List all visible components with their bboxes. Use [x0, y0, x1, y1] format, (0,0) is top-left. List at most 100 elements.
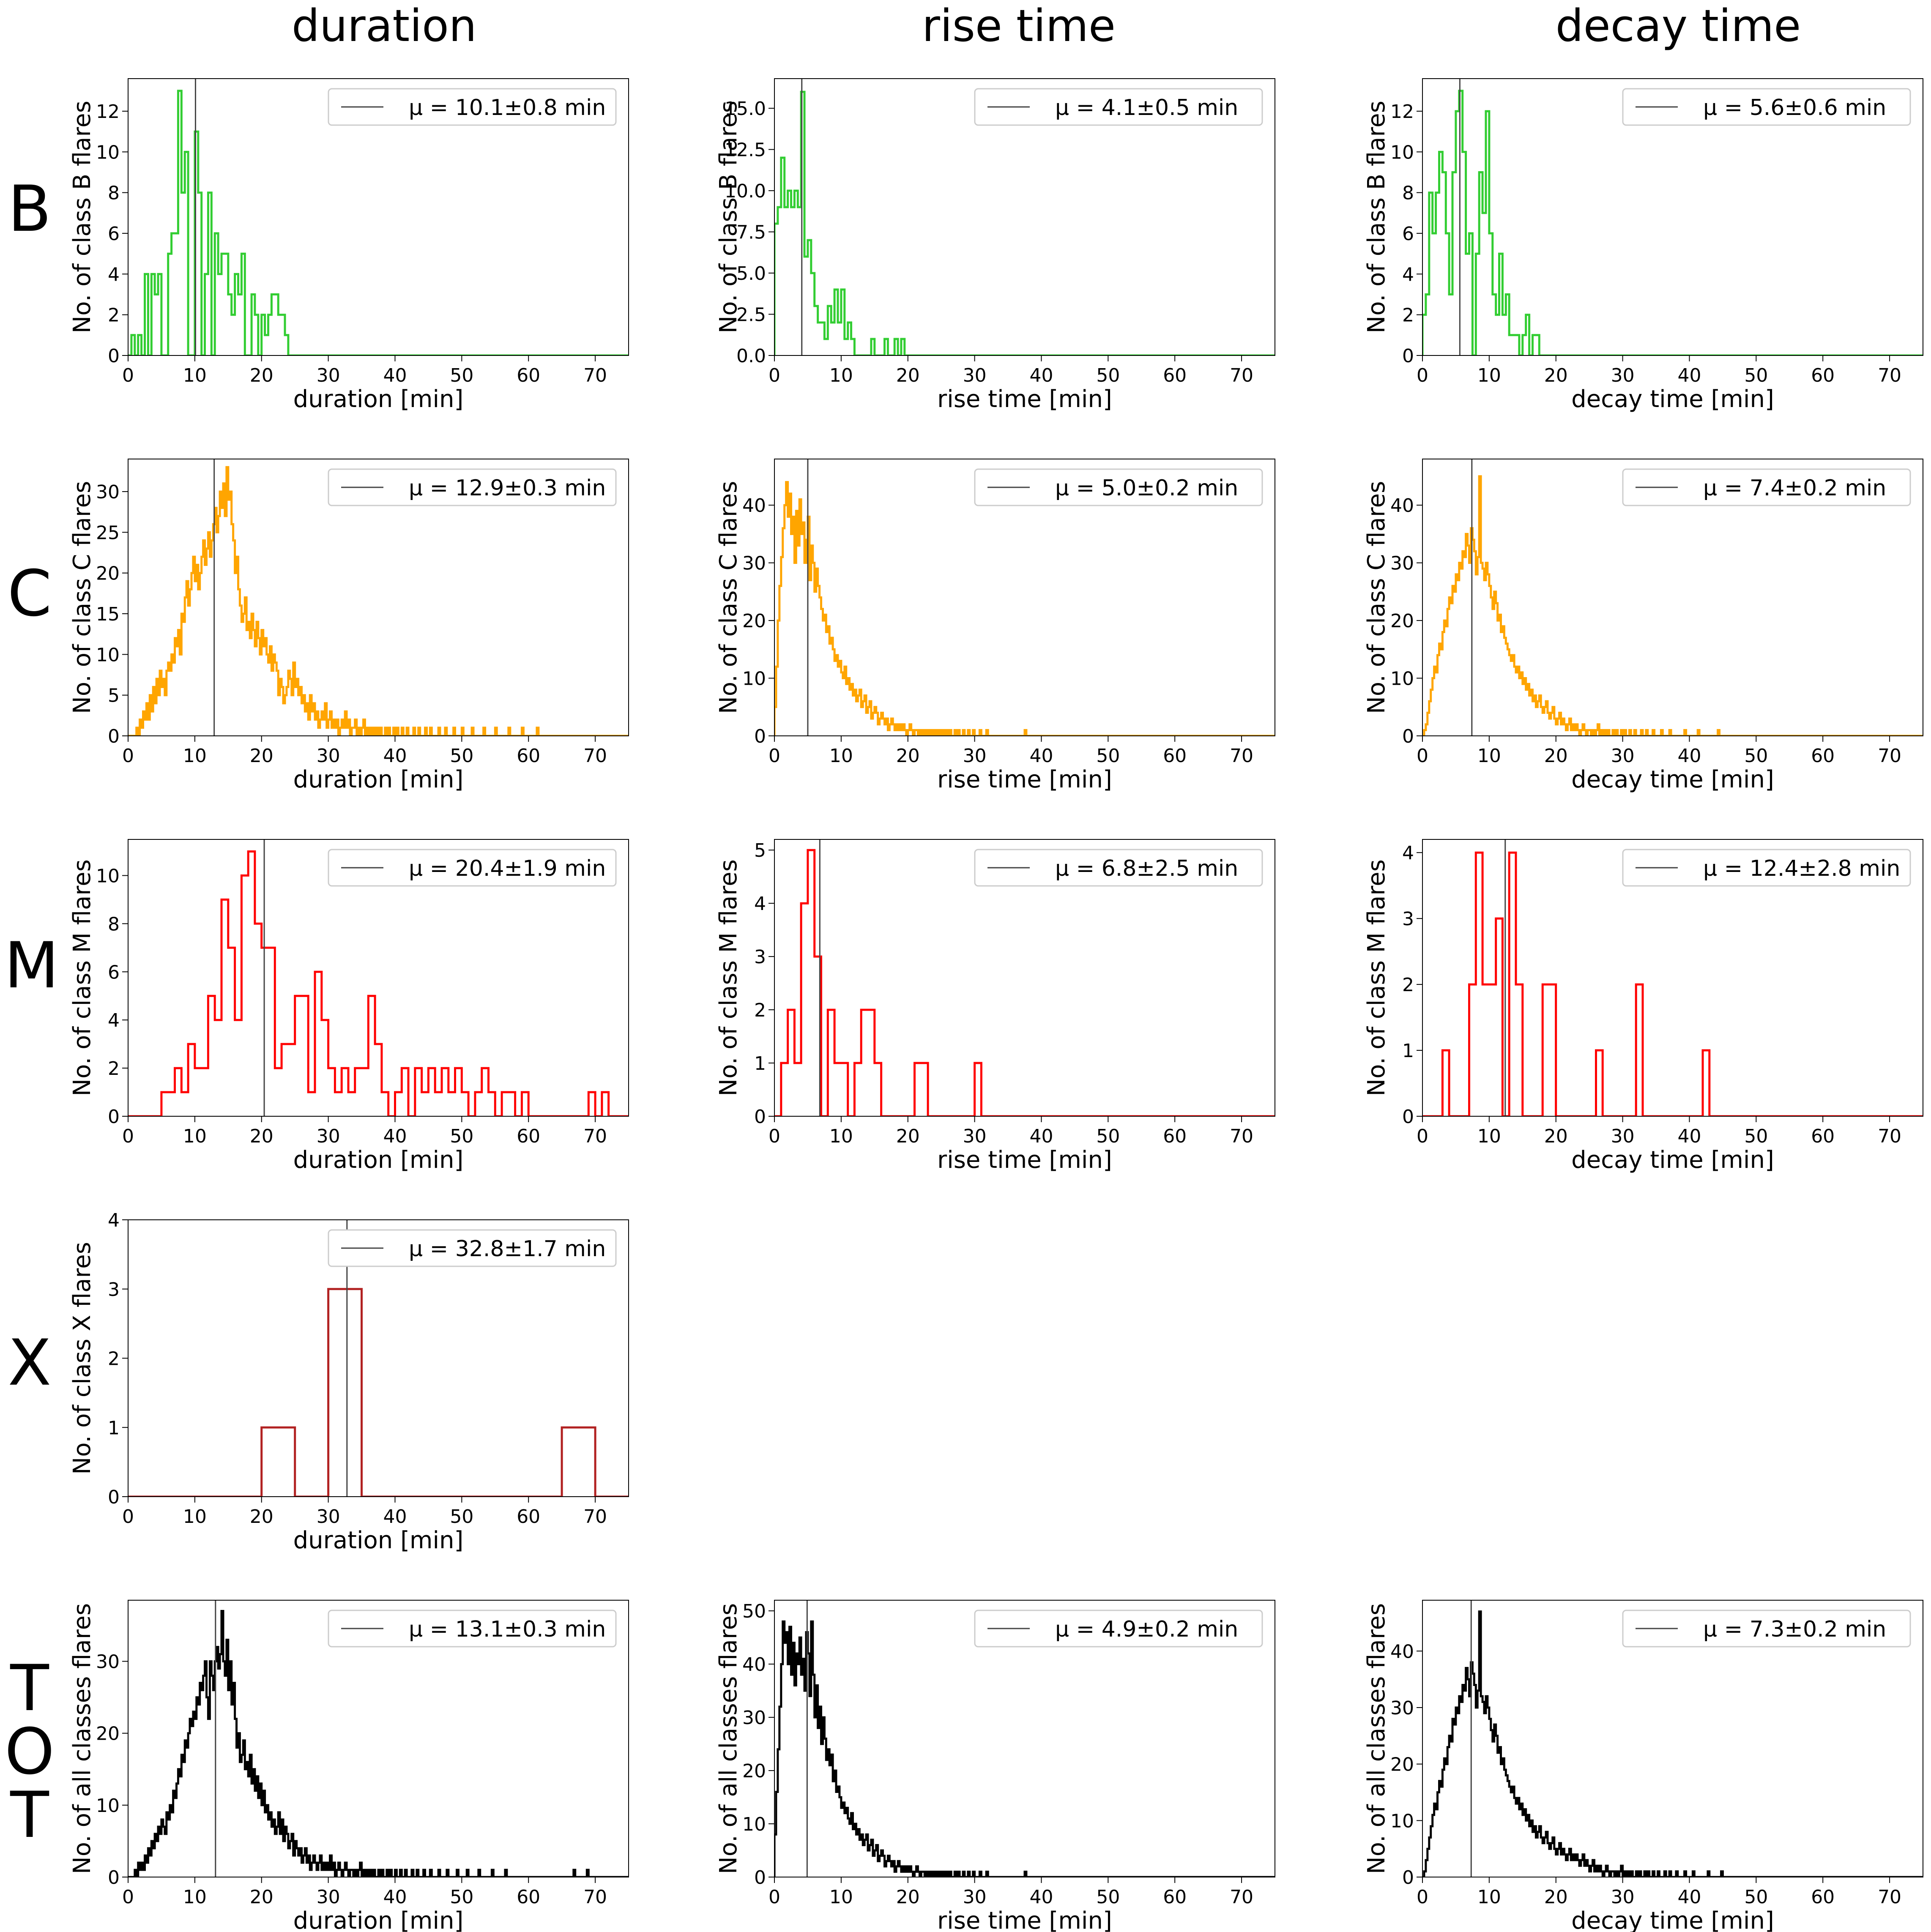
x-axis-label-b-rise-time: rise time [min]	[937, 385, 1112, 413]
x-tick-label-tot-rise-time: 30	[963, 1886, 987, 1908]
y-tick-label-c-duration: 10	[96, 644, 120, 666]
legend-label-c-decay-time: μ = 7.4±0.2 min	[1703, 475, 1886, 501]
x-tick-label-x-duration: 40	[383, 1506, 407, 1528]
x-tick-label-c-duration: 60	[517, 745, 540, 767]
x-axis-label-c-duration: duration [min]	[293, 766, 464, 793]
legend-label-b-rise-time: μ = 4.1±0.5 min	[1055, 95, 1238, 120]
x-tick-label-b-decay-time: 40	[1677, 365, 1701, 386]
x-tick-label-tot-duration: 30	[317, 1886, 340, 1908]
y-tick-label-c-decay-time: 10	[1390, 668, 1414, 690]
y-tick-label-b-duration: 10	[96, 142, 120, 163]
x-tick-label-m-decay-time: 70	[1878, 1126, 1901, 1147]
x-tick-label-b-duration: 50	[450, 365, 473, 386]
x-axis-label-m-decay-time: decay time [min]	[1571, 1146, 1774, 1174]
legend-label-m-duration: μ = 20.4±1.9 min	[409, 856, 606, 881]
y-tick-label-m-rise-time: 2	[754, 1000, 766, 1021]
histogram-series-b-duration	[128, 90, 629, 355]
x-tick-label-c-rise-time: 30	[963, 745, 987, 767]
y-tick-label-x-duration: 1	[108, 1417, 120, 1439]
x-tick-label-x-duration: 0	[122, 1506, 134, 1528]
x-tick-label-b-duration: 0	[122, 365, 134, 386]
histogram-series-c-decay-time	[1422, 475, 1923, 736]
y-tick-label-c-rise-time: 40	[742, 495, 766, 516]
x-tick-label-c-rise-time: 40	[1029, 745, 1053, 767]
x-tick-label-c-decay-time: 40	[1677, 745, 1701, 767]
x-tick-label-b-rise-time: 50	[1096, 365, 1120, 386]
legend-box-m-duration	[328, 849, 617, 887]
legend-box-b-decay-time	[1622, 88, 1911, 126]
y-tick-label-x-duration: 3	[108, 1279, 120, 1301]
x-axis-label-x-duration: duration [min]	[293, 1527, 464, 1554]
y-tick-label-b-rise-time: 7.5	[736, 222, 766, 243]
y-tick-label-m-decay-time: 3	[1402, 908, 1414, 930]
y-axis-label-c-decay-time: No. of class C flares	[1363, 481, 1390, 714]
legend-label-b-decay-time: μ = 5.6±0.6 min	[1703, 95, 1886, 120]
legend-box-c-decay-time	[1622, 468, 1911, 506]
y-tick-label-b-decay-time: 10	[1390, 142, 1414, 163]
x-tick-label-b-rise-time: 30	[963, 365, 987, 386]
histogram-series-x-duration	[128, 1288, 629, 1497]
x-tick-label-m-decay-time: 20	[1544, 1126, 1568, 1147]
x-tick-label-tot-rise-time: 40	[1029, 1886, 1053, 1908]
y-tick-label-tot-rise-time: 50	[742, 1601, 766, 1622]
x-tick-label-b-rise-time: 20	[896, 365, 920, 386]
x-tick-label-tot-rise-time: 10	[829, 1886, 853, 1908]
legend-box-c-rise-time	[974, 468, 1263, 506]
y-tick-label-b-decay-time: 0	[1402, 345, 1414, 367]
x-tick-label-c-decay-time: 10	[1477, 745, 1501, 767]
y-tick-label-c-duration: 30	[96, 481, 120, 503]
y-tick-label-c-rise-time: 20	[742, 610, 766, 632]
y-tick-label-m-duration: 2	[108, 1058, 120, 1079]
column-title-decay-time: decay time	[1555, 0, 1801, 52]
y-tick-label-c-decay-time: 20	[1390, 610, 1414, 632]
x-tick-label-m-rise-time: 0	[769, 1126, 780, 1147]
x-tick-label-m-duration: 50	[450, 1126, 473, 1147]
y-tick-label-m-duration: 6	[108, 962, 120, 983]
legend-label-tot-rise-time: μ = 4.9±0.2 min	[1055, 1617, 1238, 1642]
legend-label-c-rise-time: μ = 5.0±0.2 min	[1055, 475, 1238, 501]
axes-frame-b-decay-time	[1422, 78, 1923, 356]
panel-b-rise-time: 0 10 20 30 40 50 60 70 0.0 2.5 5.0 7.5 10.0 12.5 15.0 r…	[715, 78, 1275, 413]
legend-label-m-decay-time: μ = 12.4±2.8 min	[1703, 856, 1900, 881]
y-tick-label-c-duration: 20	[96, 563, 120, 585]
x-tick-label-b-rise-time: 60	[1163, 365, 1187, 386]
x-axis-label-tot-decay-time: decay time [min]	[1571, 1907, 1774, 1932]
x-tick-label-x-duration: 70	[583, 1506, 607, 1528]
x-tick-label-b-decay-time: 20	[1544, 365, 1568, 386]
y-tick-label-x-duration: 4	[108, 1210, 120, 1231]
legend-box-tot-rise-time	[974, 1610, 1263, 1648]
y-tick-label-m-decay-time: 4	[1402, 842, 1414, 864]
histogram-series-tot-rise-time	[774, 1620, 1275, 1877]
x-tick-label-tot-decay-time: 60	[1811, 1886, 1835, 1908]
y-axis-label-b-decay-time: No. of class B flares	[1363, 101, 1390, 333]
x-tick-label-b-duration: 10	[183, 365, 207, 386]
y-tick-label-tot-duration: 0	[108, 1867, 120, 1888]
x-tick-label-x-duration: 50	[450, 1506, 473, 1528]
x-tick-label-c-rise-time: 10	[829, 745, 853, 767]
row-label-b: B	[8, 172, 52, 246]
y-tick-label-b-decay-time: 12	[1390, 101, 1414, 123]
axes-frame-m-decay-time	[1422, 839, 1923, 1117]
y-axis-label-tot-duration: No. of all classes flares	[68, 1603, 96, 1874]
x-tick-label-x-duration: 10	[183, 1506, 207, 1528]
y-tick-label-m-duration: 4	[108, 1010, 120, 1031]
legend-label-b-duration: μ = 10.1±0.8 min	[409, 95, 606, 120]
x-tick-label-m-rise-time: 50	[1096, 1126, 1120, 1147]
y-tick-label-b-decay-time: 6	[1402, 223, 1414, 245]
row-label-c: C	[7, 557, 52, 631]
x-tick-label-b-rise-time: 70	[1230, 365, 1253, 386]
row-label-tot: TOT	[4, 1652, 55, 1852]
x-tick-label-tot-decay-time: 70	[1878, 1886, 1901, 1908]
y-tick-label-tot-duration: 30	[96, 1651, 120, 1673]
x-tick-label-tot-decay-time: 30	[1611, 1886, 1635, 1908]
y-axis-label-m-decay-time: No. of class M flares	[1363, 859, 1390, 1096]
y-tick-label-c-decay-time: 30	[1390, 553, 1414, 574]
y-tick-label-b-duration: 6	[108, 223, 120, 245]
y-tick-label-b-duration: 0	[108, 345, 120, 367]
x-tick-label-c-duration: 70	[583, 745, 607, 767]
x-tick-label-b-decay-time: 10	[1477, 365, 1501, 386]
x-tick-label-m-duration: 10	[183, 1126, 207, 1147]
x-axis-label-b-decay-time: decay time [min]	[1571, 385, 1774, 413]
x-tick-label-c-duration: 30	[317, 745, 340, 767]
